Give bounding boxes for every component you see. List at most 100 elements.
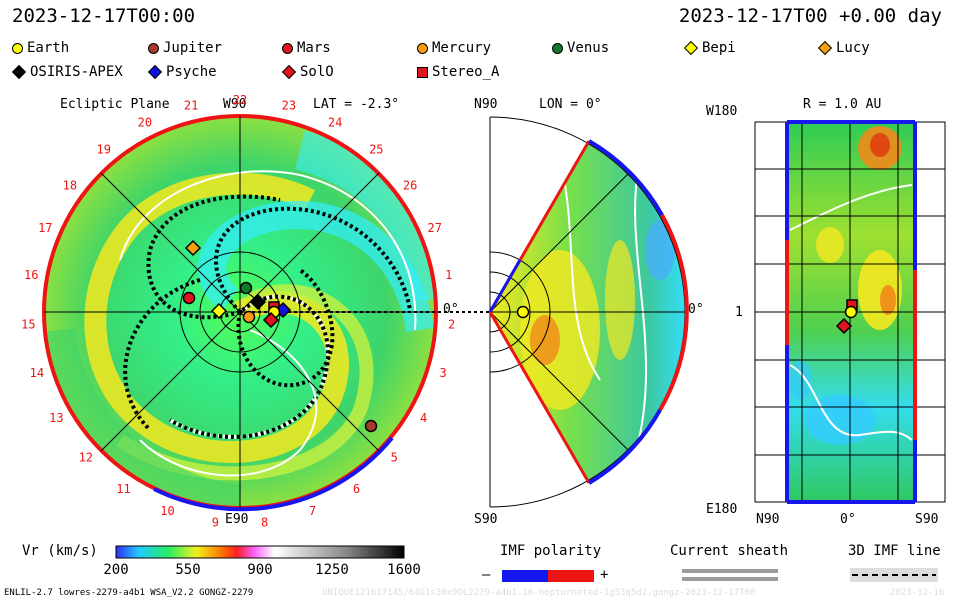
legend-label: OSIRIS-APEX <box>30 64 123 80</box>
hour-label-18: 18 <box>63 178 77 192</box>
hour-label-17: 17 <box>38 221 52 235</box>
legend-item-stereo_a: Stereo_A <box>417 64 499 80</box>
legend-item-solo: SolO <box>281 64 334 80</box>
hour-label-13: 13 <box>49 411 63 425</box>
marker-bepi <box>210 302 228 320</box>
colorbar-tick-1600: 1600 <box>387 562 421 578</box>
marker-earth <box>844 305 858 319</box>
sheath-contour-2 <box>139 329 318 477</box>
velocity-colorbar <box>115 545 405 559</box>
legend-label: Mars <box>297 40 331 56</box>
legend-item-lucy: Lucy <box>817 40 870 56</box>
r-panel-title: R = 1.0 AU <box>803 97 882 112</box>
ecliptic-title: Ecliptic Plane <box>60 97 170 112</box>
imf-polarity-positive <box>548 570 594 582</box>
hour-label-3: 3 <box>439 366 446 380</box>
marker-earth <box>516 305 530 319</box>
meridional-bottom-label: S90 <box>474 512 498 527</box>
ecliptic-bottom-label: E90 <box>225 512 249 527</box>
circle-icon <box>148 42 159 54</box>
legend-label: Venus <box>567 40 610 56</box>
hour-label-9: 9 <box>212 516 219 530</box>
hour-label-15: 15 <box>21 317 35 331</box>
legend-item-mercury: Mercury <box>417 40 491 56</box>
legend-item-jupiter: Jupiter <box>148 40 222 56</box>
hour-label-2: 2 <box>448 317 455 331</box>
imf-spiral-2 <box>214 206 412 314</box>
timestamp-right: 2023-12-17T00 +0.00 day <box>678 5 942 27</box>
timestamp-left: 2023-12-17T00:00 <box>12 5 196 27</box>
hour-label-21: 21 <box>184 99 198 113</box>
meridional-right-angle-label: 0° <box>688 302 704 317</box>
marker-lucy <box>184 239 202 257</box>
circle-icon <box>12 42 23 54</box>
ecliptic-rim-blue <box>153 436 394 512</box>
hour-label-25: 25 <box>369 143 383 157</box>
spiral-arm-cyan <box>198 200 434 333</box>
hour-label-5: 5 <box>391 451 398 465</box>
circle-icon <box>417 42 428 54</box>
marker-osiris-apex <box>249 293 267 311</box>
marker-solo <box>262 311 280 329</box>
legend-label: Jupiter <box>163 40 223 56</box>
legend-item-venus: Venus <box>552 40 609 56</box>
footer-date-tail: 2023-12-16 <box>890 588 945 598</box>
hour-label-24: 24 <box>328 116 342 130</box>
ecliptic-right-angle-label: 0° <box>443 302 459 317</box>
r-panel-bottom-left: N90 <box>756 512 780 527</box>
colorbar-tick-1250: 1250 <box>315 562 349 578</box>
marker-jupiter <box>364 419 378 433</box>
hour-label-8: 8 <box>261 516 268 530</box>
imf-plus-label: + <box>600 567 609 583</box>
imf-minus-label: – <box>482 567 491 583</box>
marker-solo <box>835 317 853 335</box>
marker-mars <box>182 291 196 305</box>
hour-label-14: 14 <box>30 366 44 380</box>
current-sheath-label: Current sheath <box>670 543 789 559</box>
ecliptic-top-label: W90 <box>223 97 247 112</box>
imf-line-label: 3D IMF line <box>848 543 941 559</box>
r-panel-bottom-right: S90 <box>915 512 939 527</box>
circle-icon <box>282 42 293 54</box>
sheath-contour-1 <box>119 170 417 331</box>
spiral-arm-yellow <box>84 172 349 464</box>
hour-label-23: 23 <box>282 99 296 113</box>
legend-item-mars: Mars <box>282 40 331 56</box>
footer-run-id: UNIQUE121617145/64G1s30x9OL2279-a4b1.16-… <box>322 588 756 598</box>
legend-item-osiris-apex: OSIRIS-APEX <box>11 64 123 80</box>
marker-mercury <box>242 310 256 324</box>
hour-label-16: 16 <box>24 268 38 282</box>
markers <box>182 239 858 433</box>
imf-polarity-label: IMF polarity <box>500 543 602 559</box>
footer-model: ENLIL-2.7 lowres-2279-a4b1 WSA_V2.2 GONG… <box>4 588 254 598</box>
legend-label: Lucy <box>836 40 870 56</box>
legend-label: Earth <box>27 40 70 56</box>
hour-label-20: 20 <box>138 116 152 130</box>
colorbar-tick-550: 550 <box>175 562 201 578</box>
hour-label-27: 27 <box>427 221 441 235</box>
ecliptic-lat-label: LAT = -2.3° <box>313 97 400 112</box>
imf-spiral-4 <box>146 194 281 320</box>
hour-label-26: 26 <box>403 178 417 192</box>
imf-polarity-negative <box>502 570 548 582</box>
current-sheath-swatch-1 <box>682 569 778 573</box>
hour-label-22: 22 <box>233 93 247 107</box>
legend-label: Bepi <box>702 40 736 56</box>
hour-label-1: 1 <box>445 268 452 282</box>
square-icon <box>417 66 428 78</box>
marker-venus <box>239 281 253 295</box>
hour-label-12: 12 <box>79 451 93 465</box>
hour-label-6: 6 <box>353 482 360 496</box>
legend-label: SolO <box>300 64 334 80</box>
r-panel-left-bottom: E180 <box>706 502 738 517</box>
spiral-arm-lime <box>116 284 374 481</box>
legend-item-psyche: Psyche <box>147 64 217 80</box>
colorbar-tick-200: 200 <box>103 562 129 578</box>
spiral-arm-cyan-outer <box>294 130 436 302</box>
hour-label-7: 7 <box>309 504 316 518</box>
legend-label: Mercury <box>432 40 492 56</box>
r-panel-bottom-mid: 0° <box>840 512 856 527</box>
